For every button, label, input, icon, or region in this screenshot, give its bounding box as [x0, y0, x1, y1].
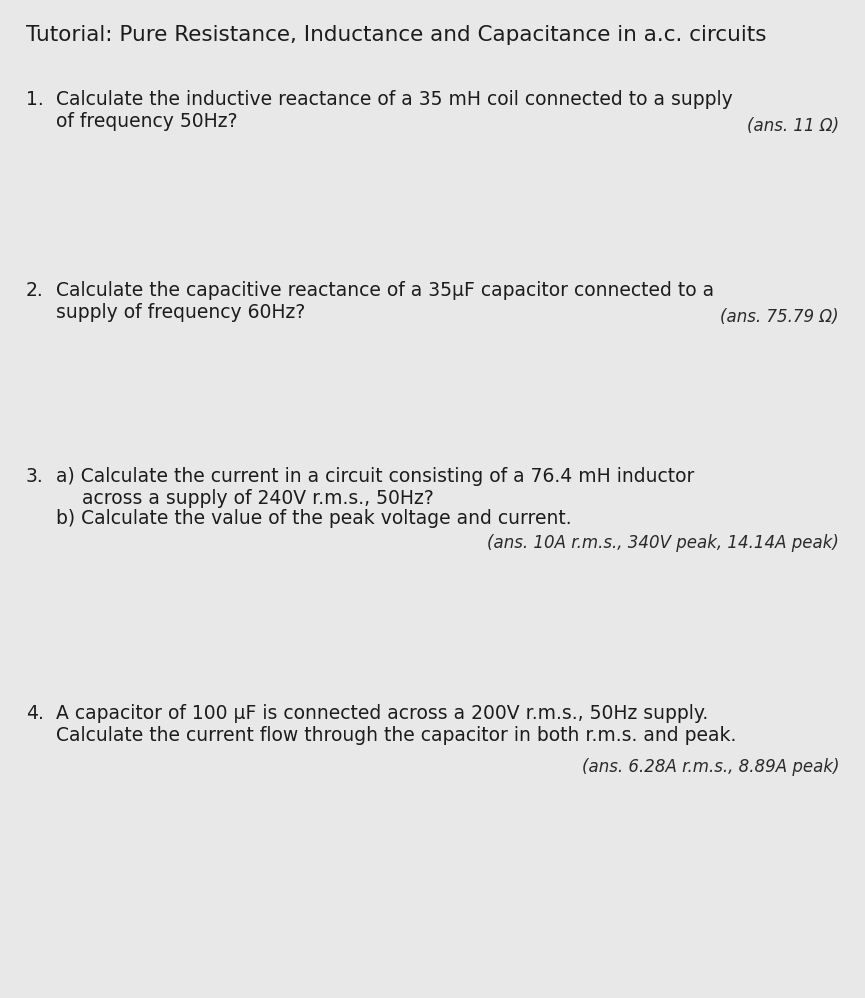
Text: Calculate the current flow through the capacitor in both r.m.s. and peak.: Calculate the current flow through the c…	[56, 726, 737, 745]
Text: (ans. 75.79 Ω): (ans. 75.79 Ω)	[721, 308, 839, 326]
Text: (ans. 11 Ω): (ans. 11 Ω)	[746, 117, 839, 135]
Text: a) Calculate the current in a circuit consisting of a 76.4 mH inductor: a) Calculate the current in a circuit co…	[56, 467, 695, 486]
Text: 2.: 2.	[26, 281, 44, 300]
Text: Tutorial: Pure Resistance, Inductance and Capacitance in a.c. circuits: Tutorial: Pure Resistance, Inductance an…	[26, 25, 766, 45]
Text: 1.: 1.	[26, 90, 44, 109]
Text: across a supply of 240V r.m.s., 50Hz?: across a supply of 240V r.m.s., 50Hz?	[82, 489, 434, 508]
Text: Calculate the inductive reactance of a 35 mH coil connected to a supply: Calculate the inductive reactance of a 3…	[56, 90, 733, 109]
Text: supply of frequency 60Hz?: supply of frequency 60Hz?	[56, 303, 305, 322]
Text: of frequency 50Hz?: of frequency 50Hz?	[56, 112, 238, 131]
Text: A capacitor of 100 μF is connected across a 200V r.m.s., 50Hz supply.: A capacitor of 100 μF is connected acros…	[56, 704, 708, 723]
Text: 3.: 3.	[26, 467, 44, 486]
Text: (ans. 10A r.m.s., 340V peak, 14.14A peak): (ans. 10A r.m.s., 340V peak, 14.14A peak…	[487, 534, 839, 552]
Text: b) Calculate the value of the peak voltage and current.: b) Calculate the value of the peak volta…	[56, 509, 572, 528]
Text: (ans. 6.28A r.m.s., 8.89A peak): (ans. 6.28A r.m.s., 8.89A peak)	[581, 758, 839, 776]
Text: Calculate the capacitive reactance of a 35μF capacitor connected to a: Calculate the capacitive reactance of a …	[56, 281, 714, 300]
Text: 4.: 4.	[26, 704, 44, 723]
